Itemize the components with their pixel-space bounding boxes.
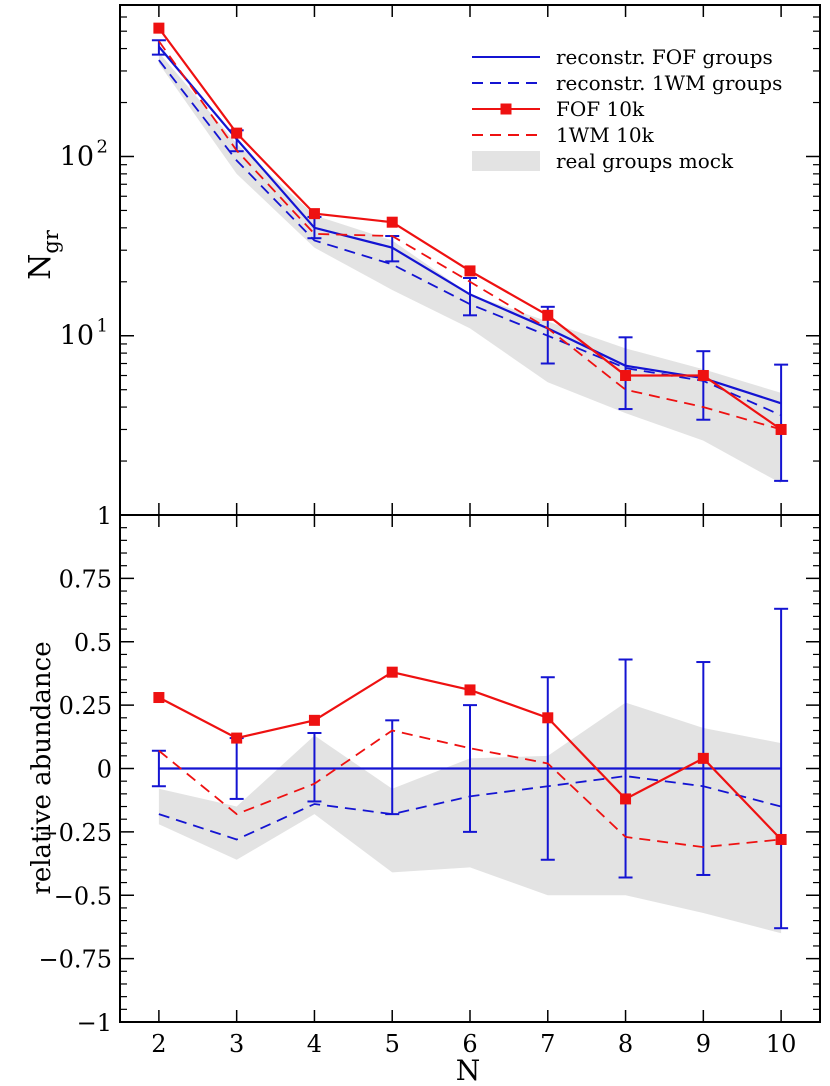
x-tick-label: 10 (766, 1030, 797, 1058)
legend-label: reconstr. 1WM groups (556, 71, 782, 95)
legend-label: 1WM 10k (556, 123, 655, 147)
x-tick-label: 8 (618, 1030, 633, 1058)
legend-label: FOF 10k (556, 97, 645, 121)
x-tick-label: 7 (540, 1030, 555, 1058)
x-tick-label: 2 (151, 1030, 166, 1058)
bottom-y-tick-label: 0.75 (59, 565, 112, 593)
legend-label: real groups mock (556, 149, 734, 173)
x-tick-label: 6 (462, 1030, 477, 1058)
bottom-y-tick-label: 0.25 (59, 692, 112, 720)
top-data-point (542, 309, 554, 321)
bottom-y-tick-label: −0.5 (54, 882, 112, 910)
top-data-point (308, 208, 320, 220)
bottom-y-tick-label: −1 (77, 1009, 112, 1037)
bottom-data-point (775, 833, 787, 845)
bottom-data-point (697, 752, 709, 764)
top-data-point (697, 370, 709, 382)
top-data-point (620, 370, 632, 382)
top-data-point (464, 265, 476, 277)
bottom-data-point (231, 732, 243, 744)
bottom-y-tick-label: −0.25 (38, 819, 112, 847)
bottom-y-tick-label: 0 (97, 756, 112, 784)
bottom-y-tick-label: 1 (97, 502, 112, 530)
bottom-y-axis-label: relative abundance (27, 641, 57, 894)
legend-label: reconstr. FOF groups (556, 45, 773, 69)
bottom-axes: 2 3 4 5 6 7 8 9 10 −1 −0.75 −0.5 −0.25 0 0.25 0.5 0.75 1 (38, 502, 821, 1058)
bottom-data-point (542, 712, 554, 724)
top-y-tick-label: 10 (60, 321, 94, 352)
x-tick-label: 3 (229, 1030, 244, 1058)
top-data-point (231, 127, 243, 139)
bottom-data-point (620, 793, 632, 805)
top-data-point (386, 216, 398, 228)
bottom-lines-layer (151, 607, 789, 930)
bottom-panel: 2 3 4 5 6 7 8 9 10−1−0.75−0.5−0.2500.250.50.751 … (27, 502, 821, 1086)
bottom-series-3-line (158, 729, 782, 848)
x-tick-label: 5 (385, 1030, 400, 1058)
top-y-axis-label-main: N (23, 254, 58, 280)
top-series-3-line (158, 40, 782, 431)
top-lines-layer (151, 22, 789, 482)
bottom-series-1-line (158, 775, 782, 841)
top-y-tick-label-exponent: 2 (97, 136, 108, 157)
bottom-data-point (153, 692, 165, 704)
top-y-axis-label-sub: gr (39, 229, 63, 253)
top-y-axis-label: Ngr (23, 229, 63, 280)
bottom-data-point (308, 714, 320, 726)
legend-swatch-marker (500, 103, 512, 115)
x-axis-label: N (456, 1054, 481, 1086)
bottom-data-point (464, 684, 476, 696)
top-series-1-line (158, 59, 782, 417)
top-y-tick-label: 10 (60, 141, 94, 172)
x-tick-label: 9 (696, 1030, 711, 1058)
top-data-point (153, 22, 165, 34)
x-tick-label: 4 (307, 1030, 322, 1058)
bottom-y-tick-label: 0.5 (74, 629, 112, 657)
bottom-y-tick-label: −0.75 (38, 946, 112, 974)
top-y-tick-label-exponent: 1 (97, 316, 108, 337)
bottom-data-point (386, 666, 398, 678)
legend-swatch-band (472, 151, 540, 171)
